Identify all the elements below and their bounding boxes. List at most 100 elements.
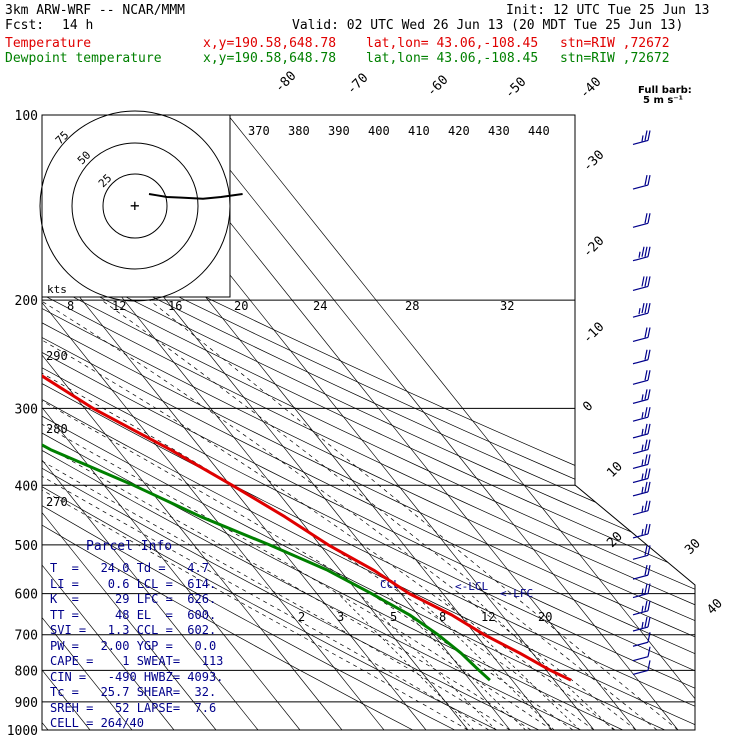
pressure-tick-label: 800 [15, 664, 38, 679]
barb-staff [632, 184, 649, 190]
barb-flag [644, 600, 648, 611]
barb-flag [644, 616, 648, 628]
dry-adiabat [42, 115, 539, 730]
dry-adiabat [42, 115, 695, 730]
barb-flag [644, 468, 648, 479]
dry-adiabat [42, 115, 695, 730]
dry-adiabat [42, 115, 695, 730]
barb-flag [641, 303, 645, 314]
isotherm-label: 0 [580, 399, 596, 415]
theta-label: 440 [528, 124, 550, 138]
mixing-ratio-label: 2 [298, 610, 305, 624]
barb-flag [644, 276, 648, 287]
dry-adiabat [42, 115, 623, 730]
barb-half [641, 428, 644, 435]
isotherm-line [42, 115, 427, 730]
barb-flag [647, 632, 651, 643]
parcel-info-panel: Parcel Info T = 24.0 Td = 4.7 LI = 0.6 L… [42, 537, 228, 737]
moist-adiabat [42, 299, 511, 730]
barb-flag [647, 349, 651, 360]
moist-adiabat [42, 299, 574, 730]
pressure-tick-label: 100 [15, 109, 38, 124]
wind-barb [632, 407, 651, 422]
barb-staff [632, 312, 649, 318]
wind-barb [632, 632, 651, 647]
barb-half [641, 588, 644, 595]
pressure-tick-label: 500 [15, 539, 38, 554]
barb-flag [647, 545, 651, 556]
temperature-trace [42, 115, 572, 682]
barb-staff [632, 533, 649, 539]
barb-staff [632, 222, 649, 228]
temperature-legend: Temperature [5, 36, 92, 51]
mixing-ratio-top-label: 20 [234, 299, 248, 313]
barb-legend-title: Full barb: [638, 85, 692, 96]
pressure-tick-label: 200 [15, 294, 38, 309]
barb-staff [632, 592, 649, 599]
barb-flag [647, 174, 651, 186]
isotherm-label: -60 [424, 73, 451, 100]
barb-flag [644, 439, 648, 450]
barb-staff [632, 256, 649, 262]
barb-flag [644, 130, 648, 141]
barb-flag [647, 454, 651, 465]
barb-staff [632, 626, 649, 632]
parcel-row: SVI = 1.3 CCL = 602. [50, 623, 217, 637]
wind-barb [632, 600, 651, 616]
barb-half [641, 605, 644, 612]
theta-side-label: 280 [46, 422, 68, 436]
wind-barb [632, 423, 651, 439]
barb-flag [647, 327, 651, 338]
pressure-tick-label: 700 [15, 629, 38, 644]
mixing-ratio-top-label: 32 [500, 299, 514, 313]
barb-half [641, 459, 644, 466]
hodograph-trace [148, 193, 243, 200]
isotherm-label: -40 [577, 75, 604, 102]
barb-flag [647, 565, 651, 576]
init-time: Init: 12 UTC Tue 25 Jun 13 [506, 3, 710, 18]
parcel-row: TT = 48 EL = 600. [50, 607, 217, 622]
barb-flag [647, 439, 651, 450]
dry-adiabat [42, 115, 695, 730]
barb-flag [647, 523, 651, 535]
parcel-row: CIN = -490 HWBZ= 4093. [50, 669, 224, 684]
dew-xy: x,y=190.58,648.78 [203, 51, 337, 66]
barb-staff [632, 610, 649, 616]
wind-barb [632, 303, 651, 318]
isotherm-line [42, 115, 175, 730]
barb-half [641, 528, 644, 536]
temp-station: stn=RIW ,72672 [560, 36, 670, 51]
mixing-ratio-label: 20 [538, 610, 552, 624]
barb-half [641, 444, 644, 451]
hodograph-ring [71, 142, 199, 270]
parcel-row: CAPE = 1 SWEAT= 113 [50, 654, 224, 668]
theta-label: 400 [368, 124, 390, 138]
barb-legend-units: 5 m s⁻¹ [643, 95, 683, 106]
wind-barb [632, 660, 651, 675]
barb-flag [644, 246, 648, 257]
wind-barb [632, 370, 651, 385]
dry-adiabat [42, 115, 695, 730]
isotherm-label: -50 [502, 75, 529, 102]
barb-flag [644, 545, 648, 556]
barb-flag [644, 407, 648, 418]
barb-staff [632, 416, 649, 422]
isotherm-line [227, 115, 695, 730]
temp-xy: x,y=190.58,648.78 [203, 36, 337, 51]
mixing-ratio-top-label: 8 [67, 299, 74, 313]
hodograph-units: kts [47, 283, 67, 296]
parcel-row: PW = 2.00 YGP = 0.0 [50, 638, 217, 653]
barb-staff [632, 398, 649, 404]
pressure-tick-label: 1000 [7, 724, 38, 739]
barb-flag [647, 600, 651, 611]
barb-flag [644, 174, 648, 186]
wind-barb [632, 583, 651, 599]
wind-barb [632, 500, 651, 516]
forecast-hour: 14 h [62, 18, 94, 33]
moist-adiabat [42, 299, 616, 730]
parcel-row: K = 29 LFC = 626. [50, 592, 217, 606]
barb-staff [632, 554, 649, 560]
isotherm-line [185, 115, 679, 730]
barb-staff [632, 510, 649, 516]
